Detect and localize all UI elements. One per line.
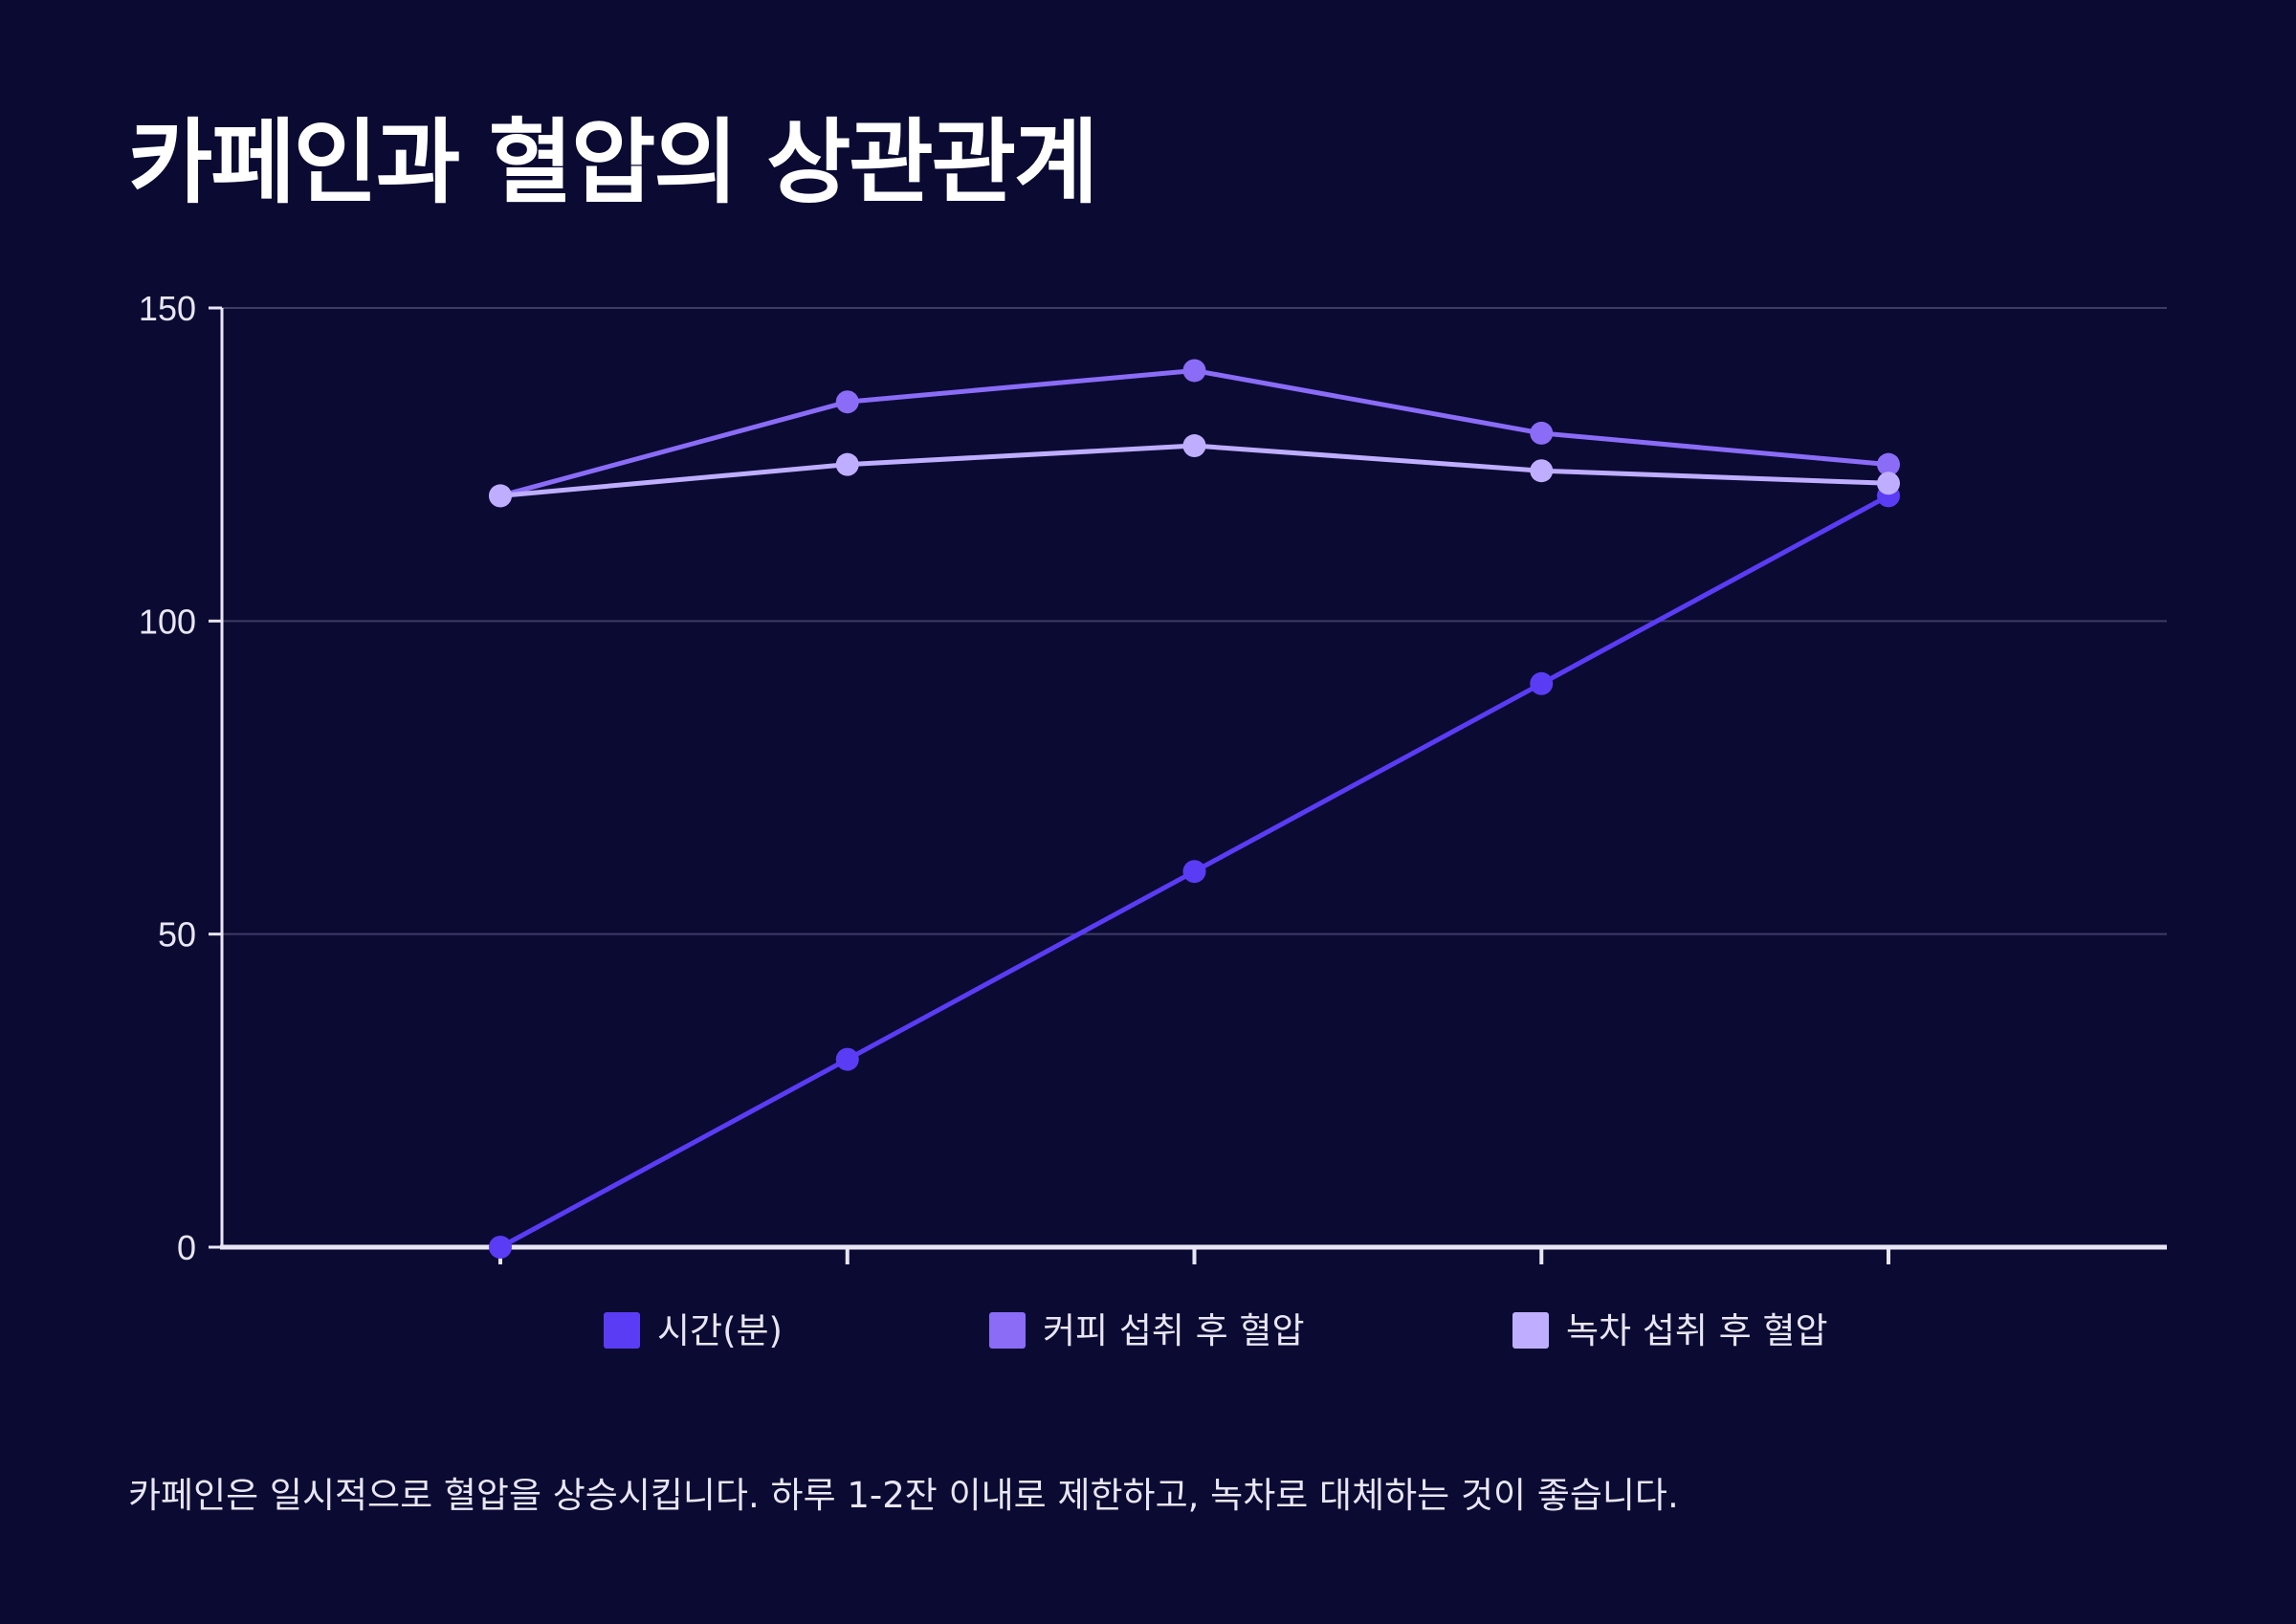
data-point: [489, 1236, 512, 1259]
data-point: [1182, 359, 1206, 383]
legend-label: 시간(분): [657, 1310, 783, 1351]
y-tick-label: 0: [177, 1228, 196, 1267]
data-point: [835, 390, 859, 414]
legend: 시간(분) 커피 섭취 후 혈압 녹차 섭취 후 혈압: [604, 1310, 1828, 1351]
legend-item: 시간(분): [604, 1310, 783, 1351]
series-1: [489, 484, 1900, 1259]
data-point: [1530, 421, 1554, 445]
chart-caption: 카페인은 일시적으로 혈압을 상승시킵니다. 하루 1-2잔 이내로 제한하고,…: [128, 1475, 1679, 1516]
grid-lines: [222, 307, 2167, 935]
data-point: [1877, 452, 1900, 476]
data-point: [1182, 434, 1206, 458]
legend-label: 녹차 섭취 후 혈압: [1566, 1310, 1828, 1351]
data-point: [1182, 860, 1206, 884]
legend-swatch: [1512, 1312, 1549, 1349]
series-lines: [489, 359, 1900, 1259]
legend-swatch: [604, 1312, 640, 1349]
legend-label: 커피 섭취 후 혈압: [1043, 1310, 1305, 1351]
axes: 0 50 100 150: [139, 289, 2167, 1267]
data-point: [835, 1047, 859, 1071]
data-point: [835, 452, 859, 476]
data-point: [1877, 472, 1900, 495]
y-tick-label: 100: [139, 602, 196, 641]
data-point: [1530, 671, 1554, 695]
y-tick-label: 150: [139, 289, 196, 328]
y-tick-label: 50: [158, 915, 196, 955]
data-point: [489, 484, 512, 508]
series-2: [489, 359, 1900, 508]
legend-swatch: [989, 1312, 1026, 1349]
data-point: [1530, 459, 1554, 483]
series-3: [489, 434, 1900, 508]
legend-item: 녹차 섭취 후 혈압: [1512, 1310, 1828, 1351]
chart-title: 카페인과 혈압의 상관관계: [128, 109, 1098, 216]
legend-item: 커피 섭취 후 혈압: [989, 1310, 1305, 1351]
